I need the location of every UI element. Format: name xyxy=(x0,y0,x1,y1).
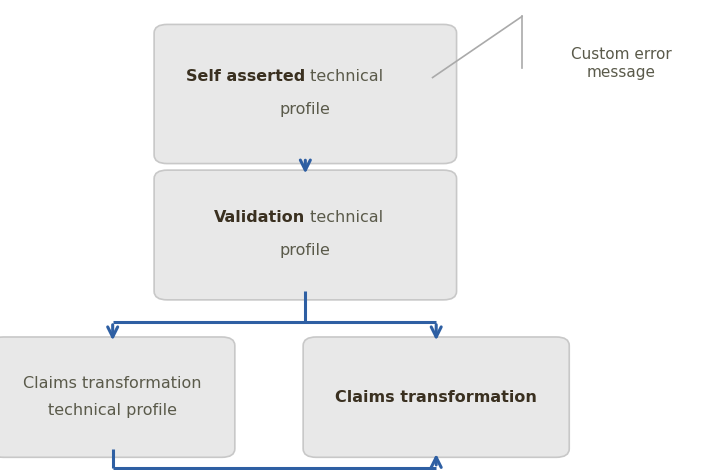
FancyBboxPatch shape xyxy=(154,170,457,300)
Text: Custom error
message: Custom error message xyxy=(571,47,672,79)
Text: profile: profile xyxy=(280,243,331,258)
FancyBboxPatch shape xyxy=(154,24,457,164)
Text: Validation: Validation xyxy=(214,210,305,225)
FancyBboxPatch shape xyxy=(303,337,569,457)
Text: Claims transformation: Claims transformation xyxy=(23,376,202,392)
Text: profile: profile xyxy=(280,102,331,117)
Text: technical profile: technical profile xyxy=(48,403,177,418)
Text: Claims transformation: Claims transformation xyxy=(335,390,537,405)
Text: Self asserted: Self asserted xyxy=(186,69,305,84)
Text: technical: technical xyxy=(305,210,383,225)
FancyBboxPatch shape xyxy=(0,337,235,457)
Text: technical: technical xyxy=(305,69,383,84)
